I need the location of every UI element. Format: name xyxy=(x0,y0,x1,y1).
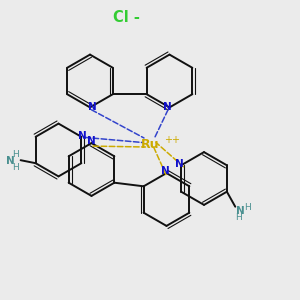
Text: H: H xyxy=(244,203,250,212)
Text: N: N xyxy=(88,102,97,112)
Text: N: N xyxy=(6,156,14,166)
Text: N: N xyxy=(160,166,169,176)
Text: N: N xyxy=(175,159,184,170)
Text: N: N xyxy=(87,136,96,146)
Text: H: H xyxy=(12,150,19,159)
Text: N: N xyxy=(163,102,172,112)
Text: ++: ++ xyxy=(164,135,181,146)
Text: H: H xyxy=(12,163,19,172)
Text: N: N xyxy=(78,131,86,141)
Text: Ru: Ru xyxy=(141,137,159,151)
Text: N: N xyxy=(236,206,245,216)
Text: Cl -: Cl - xyxy=(112,11,140,26)
Text: H: H xyxy=(236,213,242,222)
